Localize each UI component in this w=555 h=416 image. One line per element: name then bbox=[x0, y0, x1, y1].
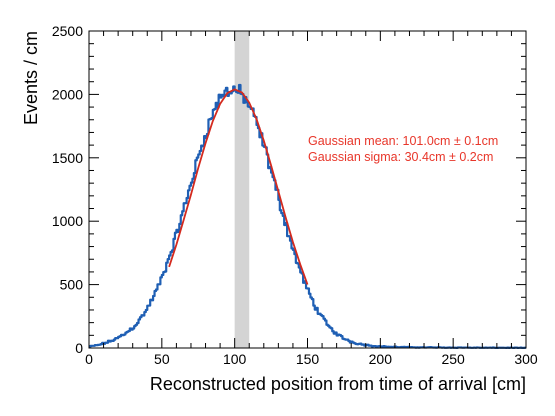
x-tick-label: 150 bbox=[296, 351, 320, 367]
y-tick-label: 1000 bbox=[52, 213, 83, 229]
y-tick-label: 2000 bbox=[52, 86, 83, 102]
x-tick-label: 250 bbox=[441, 351, 465, 367]
x-tick-label: 300 bbox=[514, 351, 538, 367]
highlight-band bbox=[234, 31, 250, 348]
x-tick-label: 200 bbox=[369, 351, 393, 367]
gaussian-mean-annotation: Gaussian mean: 101.0cm ± 0.1cm bbox=[308, 134, 498, 148]
y-tick-label: 500 bbox=[60, 277, 84, 293]
gaussian-sigma-annotation: Gaussian sigma: 30.4cm ± 0.2cm bbox=[308, 150, 493, 164]
y-axis-title: Events / cm bbox=[21, 31, 41, 125]
y-tick-label: 1500 bbox=[52, 150, 83, 166]
x-tick-label: 100 bbox=[223, 351, 247, 367]
gaussian-fit-line bbox=[168, 88, 309, 285]
histogram-series bbox=[89, 83, 526, 350]
x-axis-title: Reconstructed position from time of arri… bbox=[150, 374, 526, 394]
y-tick-label: 0 bbox=[75, 340, 83, 356]
y-tick-label: 2500 bbox=[52, 23, 83, 39]
x-tick-label: 0 bbox=[85, 351, 93, 367]
x-tick-label: 50 bbox=[154, 351, 170, 367]
plot-frame bbox=[88, 30, 527, 349]
